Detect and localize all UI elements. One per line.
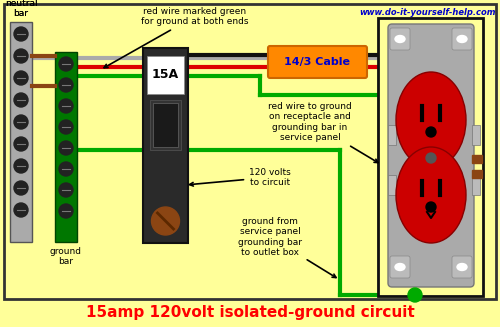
- Circle shape: [14, 181, 28, 195]
- Text: red wire marked green
for ground at both ends: red wire marked green for ground at both…: [104, 7, 249, 68]
- Bar: [472, 175, 480, 195]
- Text: 15amp 120volt isolated-ground circuit: 15amp 120volt isolated-ground circuit: [86, 305, 414, 320]
- Bar: [153, 103, 178, 147]
- Bar: [147, 56, 184, 94]
- Bar: [378, 18, 483, 296]
- Circle shape: [59, 183, 73, 197]
- Bar: [472, 155, 482, 163]
- Circle shape: [426, 127, 436, 137]
- Bar: [143, 48, 188, 243]
- Circle shape: [59, 57, 73, 71]
- Text: ground from
service panel
grounding bar
to outlet box: ground from service panel grounding bar …: [238, 217, 336, 278]
- Ellipse shape: [396, 147, 466, 243]
- Bar: [150, 100, 181, 150]
- Bar: [472, 125, 480, 145]
- FancyBboxPatch shape: [268, 46, 367, 78]
- Ellipse shape: [396, 72, 466, 168]
- Circle shape: [426, 202, 436, 212]
- Ellipse shape: [395, 36, 405, 43]
- Ellipse shape: [457, 36, 467, 43]
- Bar: [10, 22, 32, 242]
- Circle shape: [59, 162, 73, 176]
- Ellipse shape: [457, 264, 467, 270]
- FancyBboxPatch shape: [390, 256, 410, 278]
- Circle shape: [14, 203, 28, 217]
- FancyBboxPatch shape: [388, 24, 474, 287]
- Text: ground
bar: ground bar: [50, 247, 82, 267]
- Circle shape: [152, 207, 180, 235]
- Text: red wire to ground
on receptacle and
grounding bar in
service panel: red wire to ground on receptacle and gro…: [268, 102, 378, 163]
- Bar: [388, 175, 396, 195]
- Bar: [472, 170, 482, 178]
- Circle shape: [408, 288, 422, 302]
- Circle shape: [426, 153, 436, 163]
- Ellipse shape: [395, 264, 405, 270]
- Circle shape: [14, 115, 28, 129]
- Circle shape: [14, 159, 28, 173]
- Circle shape: [59, 204, 73, 218]
- Text: 15A: 15A: [152, 68, 179, 81]
- Circle shape: [59, 99, 73, 113]
- Text: www.do-it-yourself-help.com: www.do-it-yourself-help.com: [360, 8, 496, 17]
- Circle shape: [14, 49, 28, 63]
- Circle shape: [14, 137, 28, 151]
- Circle shape: [14, 71, 28, 85]
- Circle shape: [59, 141, 73, 155]
- Circle shape: [14, 93, 28, 107]
- Circle shape: [59, 78, 73, 92]
- Bar: [388, 125, 396, 145]
- FancyBboxPatch shape: [452, 28, 472, 50]
- FancyBboxPatch shape: [452, 256, 472, 278]
- FancyBboxPatch shape: [390, 28, 410, 50]
- Text: neutral
bar: neutral bar: [4, 0, 38, 18]
- Bar: [55, 52, 77, 242]
- Text: 14/3 Cable: 14/3 Cable: [284, 57, 350, 67]
- Circle shape: [59, 120, 73, 134]
- Text: neutral
bar: neutral bar: [4, 0, 38, 18]
- Circle shape: [14, 27, 28, 41]
- Text: 120 volts
to circuit: 120 volts to circuit: [190, 168, 291, 187]
